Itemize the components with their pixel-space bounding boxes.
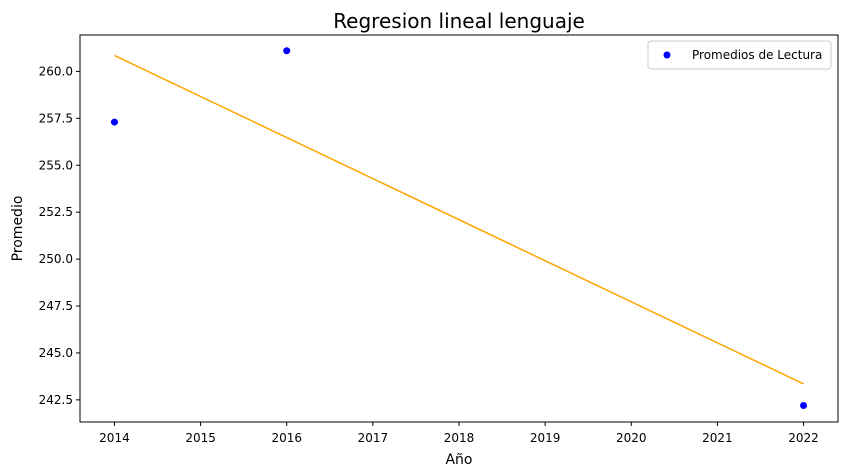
legend-box [647,40,832,70]
x-tick-label: 2015 [185,431,216,445]
legend-label: Promedios de Lectura [692,48,822,62]
series-layer [110,47,808,409]
scatter-point [110,118,118,126]
x-axis-label: Año [445,452,472,468]
y-tick-label: 255.0 [39,158,73,172]
x-tick-label: 2020 [616,431,647,445]
y-axis-ticks: 242.5 245.0 247.5 250.0 252.5 255.0 257.5 260.0 [39,64,80,407]
x-axis-ticks: 2014 2015 2016 2017 2018 2019 2020 2021 2022 [99,422,819,445]
y-tick-label: 252.5 [39,205,73,219]
legend-marker [663,51,671,59]
chart-title: Regresion lineal lenguaje [333,9,585,33]
x-tick-label: 2019 [530,431,561,445]
x-tick-label: 2018 [444,431,475,445]
regression-line [114,54,804,385]
y-tick-label: 250.0 [39,252,73,266]
y-axis-label: Promedio [10,196,26,262]
x-tick-label: 2021 [702,431,733,445]
x-tick-label: 2022 [788,431,819,445]
scatter-point [800,401,808,409]
y-tick-label: 245.0 [39,346,73,360]
x-tick-label: 2014 [99,431,130,445]
x-tick-label: 2016 [271,431,302,445]
y-tick-label: 247.5 [39,299,73,313]
y-tick-label: 242.5 [39,393,73,407]
legend: Promedios de Lectura [647,40,832,70]
y-tick-label: 257.5 [39,111,73,125]
y-tick-label: 260.0 [39,64,73,78]
scatter-point [283,47,291,55]
x-tick-label: 2017 [358,431,389,445]
